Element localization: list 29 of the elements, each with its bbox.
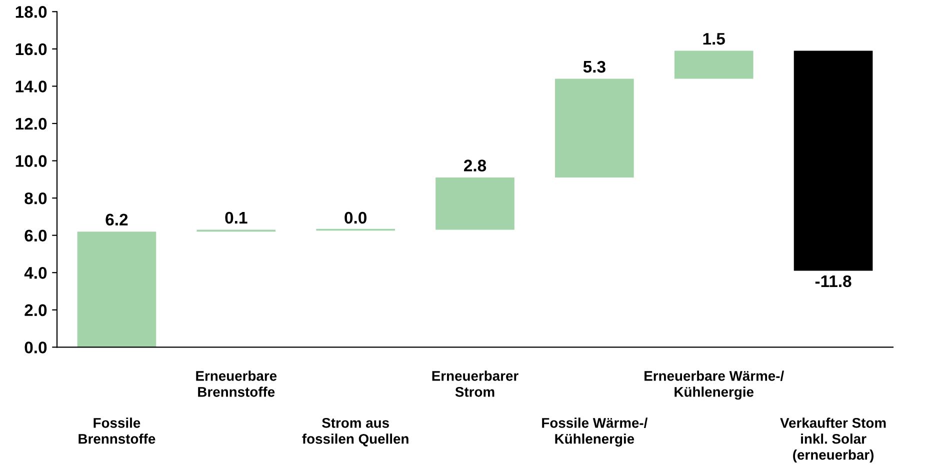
bar bbox=[674, 50, 754, 79]
data-label: -11.8 bbox=[815, 275, 852, 288]
y-tick-label: 8.0 bbox=[24, 192, 47, 204]
y-tick-label: 10.0 bbox=[16, 155, 47, 167]
data-label: 6.2 bbox=[106, 214, 128, 226]
data-label: 1.5 bbox=[703, 33, 725, 45]
x-tick-label: Verkaufter Stom inkl. Solar (erneuerbar) bbox=[780, 418, 886, 463]
x-tick-label: Erneuerbare Wärme-/ Kühlenergie bbox=[644, 370, 784, 400]
y-tick-label: 0.0 bbox=[24, 342, 47, 354]
x-tick-label: Erneuerbare Brennstoffe bbox=[196, 370, 277, 397]
x-tick-label: Fossile Brennstoffe bbox=[78, 418, 156, 444]
y-tick-label: 14.0 bbox=[16, 80, 47, 92]
x-tick-label: Fossile Wärme-/ Kühlenergie bbox=[542, 418, 648, 447]
y-tick-label: 4.0 bbox=[24, 267, 47, 279]
data-label: 5.3 bbox=[583, 60, 606, 73]
bar bbox=[794, 50, 873, 271]
x-tick-label: Erneuerbarer Strom bbox=[432, 370, 518, 397]
y-tick-label: 16.0 bbox=[16, 43, 47, 56]
bar bbox=[555, 78, 634, 178]
y-tick-label: 12.0 bbox=[16, 118, 47, 130]
data-label: 2.8 bbox=[464, 160, 486, 172]
bar bbox=[436, 178, 514, 230]
data-label: 0.1 bbox=[225, 212, 248, 224]
bar bbox=[77, 232, 156, 348]
x-tick-label: Strom aus fossilen Quellen bbox=[302, 418, 408, 446]
y-tick-label: 2.0 bbox=[24, 304, 47, 316]
y-tick-label: 18.0 bbox=[16, 6, 47, 18]
data-label: 0.0 bbox=[344, 212, 366, 224]
y-tick-label: 6.0 bbox=[24, 230, 47, 242]
